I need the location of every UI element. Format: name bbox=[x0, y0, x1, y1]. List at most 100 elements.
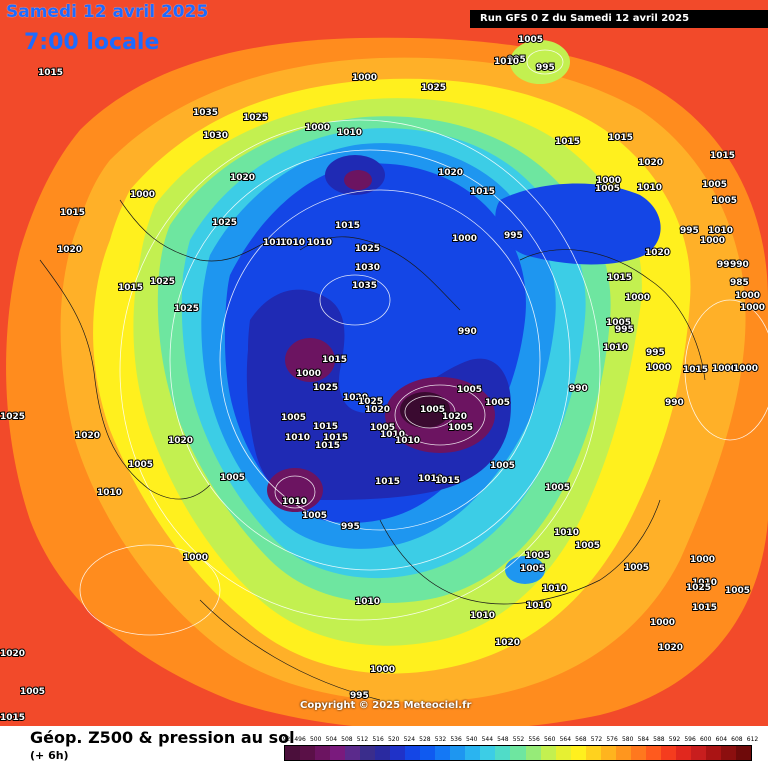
color-scale-swatch bbox=[315, 746, 331, 760]
color-scale-swatch bbox=[720, 746, 736, 760]
pressure-label: 990 bbox=[665, 398, 684, 408]
color-scale-label: 536 bbox=[450, 736, 462, 743]
pressure-label: 1000 bbox=[735, 291, 760, 301]
pressure-label: 1000 bbox=[650, 618, 675, 628]
color-scale-swatch bbox=[675, 746, 691, 760]
pressure-label: 1015 bbox=[0, 713, 25, 723]
pressure-label: 1035 bbox=[352, 281, 377, 291]
pressure-label: 1010 bbox=[418, 474, 443, 484]
pressure-label: 1005 bbox=[520, 564, 545, 574]
pressure-label: 1015 bbox=[692, 603, 717, 613]
pressure-label: 1010 bbox=[542, 584, 567, 594]
color-scale-label: 588 bbox=[653, 736, 665, 743]
pressure-label: 1015 bbox=[710, 151, 735, 161]
pressure-label: 1025 bbox=[0, 412, 25, 422]
color-scale-swatch bbox=[570, 746, 586, 760]
color-scale-bar bbox=[284, 745, 752, 761]
color-scale-label: 540 bbox=[465, 736, 478, 743]
color-scale-swatch bbox=[480, 746, 496, 760]
pressure-label: 1015 bbox=[322, 355, 347, 365]
pressure-label: 1005 bbox=[420, 405, 445, 415]
pressure-label: 1005 bbox=[448, 423, 473, 433]
pressure-label: 1005 bbox=[545, 483, 570, 493]
pressure-label: 1025 bbox=[421, 83, 446, 93]
color-scale-swatch bbox=[630, 746, 646, 760]
pressure-label: 995 bbox=[507, 55, 526, 65]
color-scale-label: 608 bbox=[731, 736, 743, 743]
color-scale-label: 564 bbox=[559, 736, 572, 743]
legend-subtitle: (+ 6h) bbox=[30, 749, 69, 762]
color-scale-label: 604 bbox=[715, 736, 728, 743]
color-scale-swatch bbox=[495, 746, 511, 760]
pressure-label: 1015 bbox=[60, 208, 85, 218]
pressure-label: 1025 bbox=[355, 244, 380, 254]
pressure-label: 1010 bbox=[355, 597, 380, 607]
pressure-label: 1005 bbox=[518, 35, 543, 45]
pressure-label: 1015 bbox=[38, 68, 63, 78]
pressure-label: 1005 bbox=[128, 460, 153, 470]
color-scale-label: 492 bbox=[278, 736, 291, 743]
pressure-label: 1005 bbox=[220, 473, 245, 483]
pressure-label: 1005 bbox=[595, 184, 620, 194]
color-scale-label: 512 bbox=[356, 736, 369, 743]
pressure-label: 1020 bbox=[638, 158, 663, 168]
pressure-label: 1010 bbox=[263, 238, 288, 248]
color-scale-label: 516 bbox=[372, 736, 384, 743]
pressure-label: 1000 bbox=[296, 369, 321, 379]
color-scale-label: 612 bbox=[746, 736, 759, 743]
pressure-label: 1030 bbox=[355, 263, 380, 273]
pressure-label: 1010 bbox=[337, 128, 362, 138]
pressure-label: 1020 bbox=[495, 638, 520, 648]
pressure-label: 995 bbox=[504, 231, 523, 241]
pressure-label: 1015 bbox=[335, 221, 360, 231]
pressure-label: 1010 bbox=[526, 601, 551, 611]
pressure-label: 1015 bbox=[470, 187, 495, 197]
color-scale-label: 572 bbox=[590, 736, 603, 743]
color-scale-swatch bbox=[540, 746, 556, 760]
color-scale-swatch bbox=[615, 746, 631, 760]
color-scale-label: 568 bbox=[575, 736, 587, 743]
pressure-label: 1020 bbox=[75, 431, 100, 441]
color-scale-label: 580 bbox=[621, 736, 634, 743]
pressure-label: 1025 bbox=[358, 397, 383, 407]
color-scale-label: 600 bbox=[699, 736, 712, 743]
pressure-label: 990 bbox=[569, 384, 588, 394]
pressure-label: 1010 bbox=[692, 578, 717, 588]
copyright-notice: Copyright © 2025 Meteociel.fr bbox=[300, 700, 472, 711]
pressure-label: 1005 bbox=[606, 318, 631, 328]
color-scale-label: 528 bbox=[419, 736, 431, 743]
pressure-label: 1015 bbox=[608, 133, 633, 143]
color-scale-swatch bbox=[465, 746, 481, 760]
pressure-label: 1030 bbox=[203, 131, 228, 141]
pressure-label: 1010 bbox=[708, 226, 733, 236]
pressure-label: 1000 bbox=[700, 236, 725, 246]
color-scale-swatch bbox=[735, 746, 751, 760]
color-scale-swatch bbox=[285, 746, 301, 760]
pressure-label: 1000 bbox=[625, 293, 650, 303]
pressure-label: 1010 bbox=[97, 488, 122, 498]
blue-band-east bbox=[495, 183, 661, 265]
pressure-label: 1000 bbox=[183, 553, 208, 563]
color-scale-swatch bbox=[555, 746, 571, 760]
pressure-label: 1010 bbox=[470, 611, 495, 621]
pressure-label: 1005 bbox=[20, 687, 45, 697]
pressure-label: 995 bbox=[615, 325, 634, 335]
pressure-label: 1015 bbox=[323, 433, 348, 443]
color-scale-swatch bbox=[420, 746, 436, 760]
color-scale-swatch bbox=[660, 746, 676, 760]
pressure-label: 1005 bbox=[485, 398, 510, 408]
pressure-label: 1015 bbox=[315, 441, 340, 451]
pressure-label: 1010 bbox=[307, 238, 332, 248]
pressure-label: 1010 bbox=[380, 430, 405, 440]
pressure-label: 1005 bbox=[575, 541, 600, 551]
pressure-label: 1010 bbox=[637, 183, 662, 193]
pressure-label: 990 bbox=[730, 260, 749, 270]
pressure-label: 1005 bbox=[457, 385, 482, 395]
color-scale-swatch bbox=[345, 746, 361, 760]
pressure-label: 1020 bbox=[168, 436, 193, 446]
pressure-label: 1000 bbox=[733, 364, 758, 374]
pressure-label: 1020 bbox=[57, 245, 82, 255]
pressure-label: 1015 bbox=[555, 137, 580, 147]
color-scale-label: 592 bbox=[668, 736, 681, 743]
pressure-label: 1025 bbox=[212, 218, 237, 228]
